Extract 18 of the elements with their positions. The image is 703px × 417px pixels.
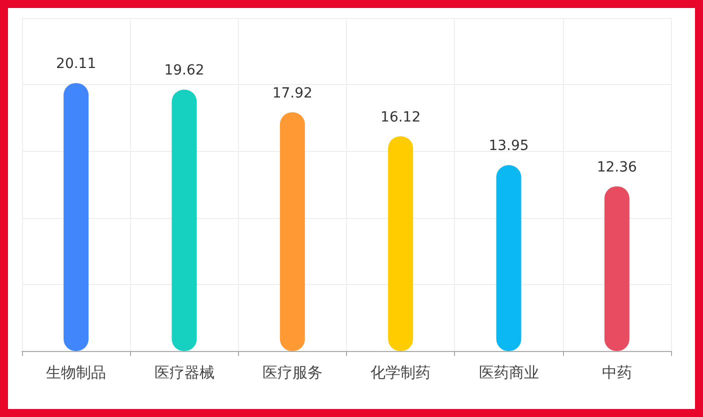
- data-label: 12.36: [596, 159, 638, 176]
- data-label: 19.62: [164, 62, 204, 79]
- x-tick-label: 医疗器械: [154, 364, 214, 382]
- bar: [280, 112, 305, 351]
- x-tick-label: 医疗服务: [262, 364, 322, 382]
- x-tick-label: 生物制品: [46, 364, 106, 382]
- x-tick-label: 化学制药: [370, 364, 431, 382]
- x-tick-label: 中药: [602, 364, 632, 382]
- data-label: 17.92: [272, 85, 312, 102]
- bar: [388, 136, 414, 351]
- bar: [64, 83, 89, 351]
- x-tick-label: 医药商业: [478, 364, 539, 382]
- bar: [496, 165, 522, 351]
- bar: [172, 90, 197, 351]
- data-label: 20.11: [56, 56, 96, 72]
- bar: [604, 186, 630, 351]
- data-label: 16.12: [380, 109, 421, 126]
- data-label: 13.95: [488, 138, 529, 154]
